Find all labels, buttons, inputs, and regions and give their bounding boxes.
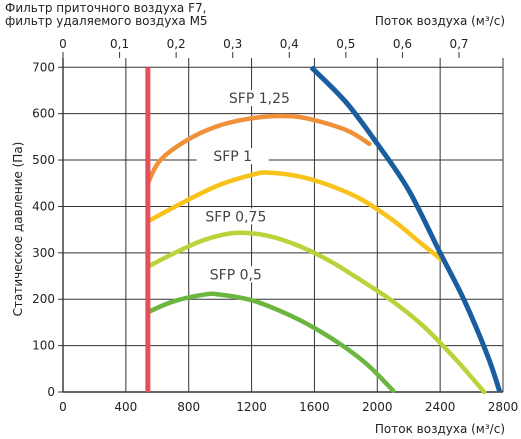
- x-axis-title: Поток воздуха (м³/с): [375, 422, 505, 436]
- series-label-bg: [199, 208, 272, 225]
- x-tick-label: 800: [177, 400, 200, 414]
- top-tick-label: 0,5: [336, 37, 355, 51]
- series-line-1: [145, 113, 372, 186]
- series-label: SFP 0,75: [205, 209, 266, 225]
- series-line-2: [145, 170, 444, 263]
- y-tick-label: 500: [32, 153, 55, 167]
- top-tick-label: 0,3: [223, 37, 242, 51]
- y-tick-label: 0: [47, 385, 55, 399]
- chart-title-line-2: фильтр удаляемого воздуха M5: [5, 14, 208, 28]
- y-tick-label: 400: [32, 199, 55, 213]
- series-labels: SFP 1,25 SFP 1 SFP 0,75 SFP 0,5: [196, 90, 296, 283]
- top-tick-label: 0,6: [393, 37, 412, 51]
- series-label: SFP 1: [213, 149, 252, 165]
- top-axis-title: Поток воздуха (м³/с): [375, 14, 505, 28]
- top-tick-label: 0,2: [167, 37, 186, 51]
- series-label-bg: [196, 148, 269, 165]
- x-tick-label: 1200: [236, 400, 267, 414]
- y-tick-label: 700: [32, 60, 55, 74]
- x-tick-label: 0: [59, 400, 67, 414]
- grid: [58, 52, 504, 393]
- series-label: SFP 1,25: [229, 91, 290, 107]
- y-tick-label: 600: [32, 107, 55, 121]
- chart-title-line-1: Фильтр приточного воздуха F7,: [5, 1, 206, 15]
- max-flow-line: [309, 65, 503, 393]
- series-label-bg: [223, 90, 296, 107]
- top-tick-label: 0,4: [280, 37, 299, 51]
- series-label-bg: [199, 266, 272, 283]
- x-tick-label: 2000: [362, 400, 393, 414]
- top-tick-label: 0,7: [449, 37, 468, 51]
- y-tick-label: 300: [32, 246, 55, 260]
- curves: [145, 65, 503, 395]
- y-tick-label: 200: [32, 292, 55, 306]
- tick-labels: 0 400 800 1200 1600 2000 2400 2800 0 100 200 300 400…: [32, 37, 518, 414]
- series-label: SFP 0,5: [210, 267, 262, 283]
- top-tick-label: 0: [59, 37, 67, 51]
- x-tick-label: 2800: [488, 400, 519, 414]
- y-tick-label: 100: [32, 339, 55, 353]
- x-tick-label: 1600: [299, 400, 330, 414]
- x-tick-label: 400: [114, 400, 137, 414]
- series-line-4: [145, 291, 396, 393]
- y-axis-title: Статическое давление (Па): [11, 142, 25, 317]
- series-line-3: [145, 230, 487, 395]
- top-tick-label: 0,1: [110, 37, 129, 51]
- x-tick-label: 2400: [425, 400, 456, 414]
